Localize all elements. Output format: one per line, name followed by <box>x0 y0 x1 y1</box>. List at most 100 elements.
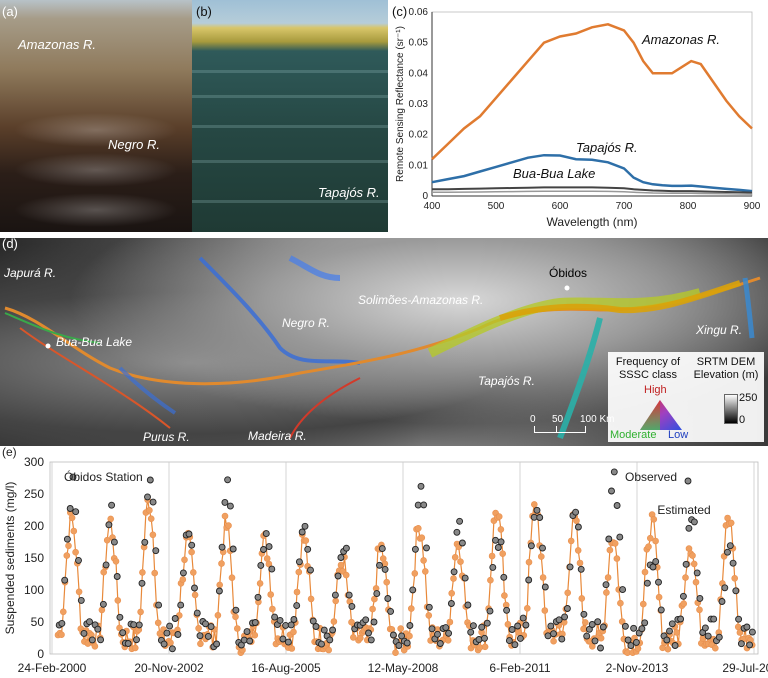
observed-point <box>469 622 477 630</box>
estimated-point <box>151 569 158 577</box>
estimated-point <box>314 645 322 653</box>
estimated-point <box>385 606 392 614</box>
observed-point <box>638 625 646 633</box>
estimated-point <box>710 635 717 643</box>
scale-bar-tick <box>556 426 557 432</box>
observed-point <box>395 642 403 649</box>
estimated-point <box>218 560 225 567</box>
observed-point <box>63 535 71 543</box>
estimated-point <box>200 631 208 639</box>
observed-point <box>503 606 511 614</box>
estimated-point <box>374 545 382 553</box>
observed-point <box>530 513 538 521</box>
estimated-point <box>624 649 631 657</box>
estimated-point <box>379 555 387 562</box>
estimated-point <box>713 636 721 644</box>
observed-point <box>726 542 734 550</box>
observed-point <box>199 618 207 625</box>
water-wave <box>0 150 192 190</box>
series-line <box>432 186 753 194</box>
observed-point <box>163 629 171 637</box>
estimated-point <box>165 637 172 645</box>
estimated-point <box>181 556 188 564</box>
estimated-point <box>156 630 164 637</box>
estimated-point <box>722 522 730 529</box>
estimated-point <box>195 624 202 632</box>
observed-point <box>342 544 350 552</box>
estimated-point <box>153 601 160 609</box>
observed-point <box>668 620 676 628</box>
estimated-point <box>168 629 176 636</box>
estimated-point <box>392 649 399 657</box>
observed-point <box>519 614 527 622</box>
observed-point <box>690 518 698 526</box>
observed-point <box>376 561 383 569</box>
estimated-point <box>281 640 289 648</box>
estimated-point <box>555 622 563 629</box>
observed-point <box>260 546 267 553</box>
x-tick-label: 12-May-2008 <box>368 661 439 675</box>
observed-point <box>235 638 243 646</box>
observed-point <box>486 607 494 615</box>
x-tick-label: 800 <box>680 201 697 212</box>
scale-label-50: 50 <box>552 414 564 425</box>
estimated-point <box>205 623 213 631</box>
observed-point <box>331 591 339 599</box>
observed-point <box>149 498 157 506</box>
estimated-point <box>98 606 106 614</box>
observed-point <box>69 473 77 481</box>
estimated-point <box>590 635 598 642</box>
estimated-point <box>286 631 294 639</box>
y-axis-label: Suspended sediments (mg/l) <box>3 482 17 635</box>
observed-point <box>539 544 546 552</box>
estimated-point <box>530 501 538 508</box>
estimated-point <box>174 626 181 634</box>
observed-point <box>646 561 654 569</box>
observed-point <box>99 600 107 608</box>
estimated-point <box>228 574 236 582</box>
estimated-point <box>311 638 318 646</box>
estimated-point <box>133 627 141 635</box>
estimated-point <box>639 600 647 608</box>
observed-point <box>323 632 331 640</box>
label-madeira: Madeira R. <box>248 429 307 443</box>
estimated-point <box>743 644 751 652</box>
estimated-point <box>592 635 600 643</box>
estimated-point <box>618 618 626 625</box>
estimated-point <box>188 548 195 556</box>
observed-point <box>221 498 229 506</box>
estimated-point <box>334 571 341 579</box>
estimated-point <box>96 634 104 642</box>
estimated-point <box>402 630 410 637</box>
estimated-point <box>436 642 443 650</box>
estimated-point <box>537 553 545 560</box>
estimated-point <box>103 536 111 544</box>
estimated-point <box>297 561 304 568</box>
observed-point <box>295 558 303 566</box>
estimated-point <box>177 579 185 587</box>
plot-frame <box>49 461 759 655</box>
estimated-point <box>676 618 684 626</box>
estimated-point <box>444 636 452 644</box>
estimated-point <box>234 625 241 632</box>
estimated-point <box>342 571 350 579</box>
estimated-point <box>747 636 754 644</box>
observed-point <box>558 635 566 643</box>
observed-point <box>307 566 314 574</box>
estimated-point <box>328 629 336 637</box>
estimated-point <box>204 630 211 638</box>
estimated-point <box>657 607 665 614</box>
estimated-point <box>93 623 100 631</box>
observed-point <box>218 543 226 551</box>
observed-point <box>561 613 569 621</box>
estimated-point <box>437 638 445 646</box>
estimated-point <box>325 646 333 654</box>
observed-point <box>365 629 372 637</box>
estimated-point <box>648 511 656 518</box>
frequency-triangle <box>640 400 682 430</box>
estimated-point <box>562 605 570 613</box>
estimated-point <box>434 626 441 633</box>
observed-point <box>627 642 635 650</box>
estimated-point <box>371 595 378 603</box>
estimated-point <box>497 526 505 533</box>
